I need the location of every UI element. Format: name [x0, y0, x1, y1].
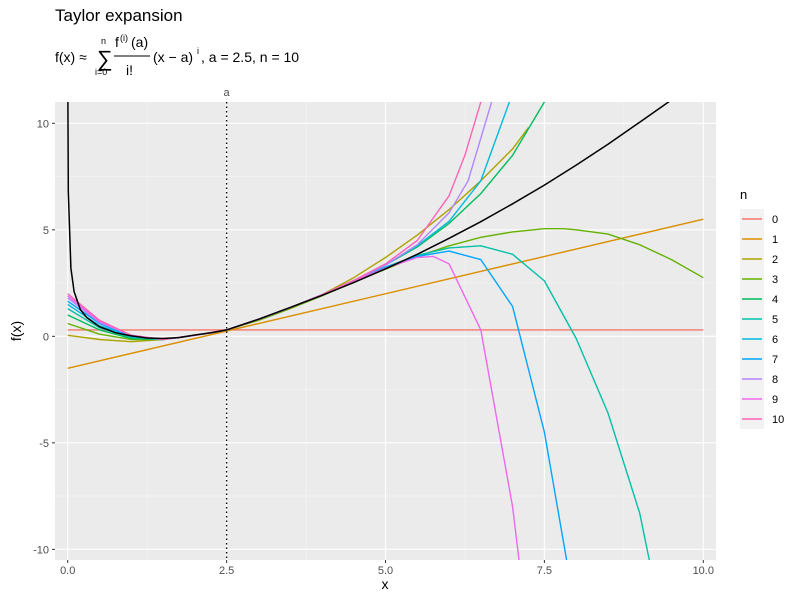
subtitle-power-base: (x − a) — [153, 49, 193, 65]
x-tick-label: 10.0 — [693, 565, 714, 577]
x-tick-label: 0.0 — [60, 565, 75, 577]
subtitle-numerator-arg: (a) — [131, 34, 148, 50]
function-line — [67, 102, 670, 340]
y-tick-label: 5 — [43, 225, 49, 237]
y-axis: -10 -5 0 5 10 — [33, 118, 55, 556]
x-tick-label: 2.5 — [219, 565, 234, 577]
legend-label-n0: 0 — [772, 214, 778, 226]
legend-label-n9: 9 — [772, 394, 778, 406]
legend-label-n1: 1 — [772, 234, 778, 246]
subtitle-sum-upper: n — [101, 36, 106, 46]
subtitle-numerator-sup: (i) — [120, 33, 128, 43]
legend-label-n10: 10 — [772, 414, 784, 426]
y-axis-title: f(x) — [8, 321, 24, 341]
legend-label-n2: 2 — [772, 254, 778, 266]
expansion-point-label: a — [224, 87, 231, 99]
subtitle-sum-lower: i=0 — [95, 67, 107, 77]
x-tick-label: 5.0 — [378, 565, 393, 577]
chart-title: Taylor expansion — [55, 6, 183, 25]
series-layer — [67, 102, 704, 560]
legend-label-n4: 4 — [772, 294, 778, 306]
y-tick-label: -10 — [33, 544, 49, 556]
y-tick-label: -5 — [39, 438, 49, 450]
legend-title: n — [740, 187, 747, 202]
legend-label-n3: 3 — [772, 274, 778, 286]
subtitle-sum-symbol: ∑ — [97, 46, 113, 71]
x-axis: 0.0 2.5 5.0 7.5 10.0 — [60, 560, 714, 577]
subtitle-params: , a = 2.5, n = 10 — [201, 49, 299, 65]
subtitle-numerator-f: f — [115, 34, 119, 50]
x-tick-label: 7.5 — [537, 565, 552, 577]
expansion-point-layer: a — [224, 87, 231, 560]
y-tick-label: 10 — [37, 118, 49, 130]
series-line-n1 — [67, 218, 704, 369]
subtitle-lhs: f(x) ≈ — [55, 49, 87, 65]
legend-label-n6: 6 — [772, 334, 778, 346]
y-tick-label: 0 — [43, 331, 49, 343]
x-axis-title: x — [382, 576, 389, 592]
chart-subtitle: f(x) ≈ ∑ n i=0 f (i) (a) i! (x − a) i , … — [55, 33, 299, 78]
legend-label-n7: 7 — [772, 354, 778, 366]
legend-label-n5: 5 — [772, 314, 778, 326]
legend: n 0 1 2 3 4 5 6 7 8 9 10 — [740, 187, 784, 429]
subtitle-power-sup: i — [197, 46, 199, 56]
legend-label-n8: 8 — [772, 374, 778, 386]
subtitle-denominator: i! — [126, 62, 133, 78]
